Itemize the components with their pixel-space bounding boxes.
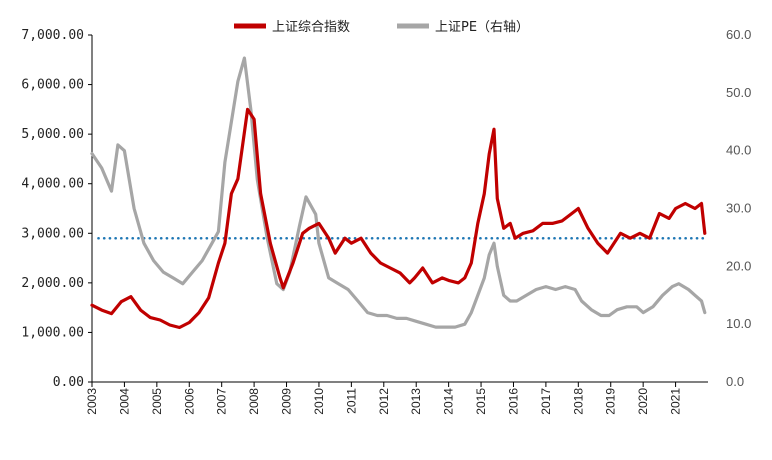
- x-tick-label: 2016: [506, 388, 520, 415]
- y-right-tick-label: 60.0: [726, 27, 751, 42]
- y-left-tick-label: 6,000.00: [21, 78, 84, 93]
- x-tick-label: 2007: [215, 388, 229, 415]
- x-tick-label: 2013: [409, 388, 423, 415]
- x-tick-label: 2014: [442, 388, 456, 415]
- x-tick-label: 2021: [669, 388, 683, 415]
- y-left-tick-label: 0.00: [53, 375, 84, 390]
- y-right-tick-label: 50.0: [726, 85, 751, 100]
- legend-entry-index-label: 上证综合指数: [272, 20, 350, 35]
- x-tick-label: 2008: [247, 388, 261, 415]
- series-line-index: [90, 107, 707, 330]
- x-tick-label: 2005: [150, 388, 164, 415]
- y-right-tick-label: 10.0: [726, 316, 751, 331]
- legend: 上证综合指数 上证PE（右轴）: [234, 20, 529, 35]
- x-tick-label: 2004: [117, 388, 131, 415]
- series-line-pe: [90, 56, 707, 329]
- x-tick-label: 2003: [85, 388, 99, 415]
- y-right-tick-label: 20.0: [726, 258, 751, 273]
- x-tick-label: 2006: [182, 388, 196, 415]
- y-right-tick-label: 40.0: [726, 143, 751, 158]
- axes: 0.00 1,000.00 2,000.00 3,000.00 4,000.00 5,00…: [21, 27, 751, 415]
- x-tick-label: 2011: [344, 388, 358, 414]
- x-tick-label: 2009: [280, 388, 294, 415]
- x-tick-label: 2015: [474, 388, 488, 415]
- x-tick-label: 2010: [312, 388, 326, 415]
- x-tick-label: 2018: [571, 388, 585, 415]
- y-left-tick-label: 3,000.00: [21, 226, 84, 241]
- y-left-tick-label: 7,000.00: [21, 28, 84, 43]
- y-left-tick-label: 1,000.00: [21, 325, 84, 340]
- y-left-tick-label: 5,000.00: [21, 127, 84, 142]
- legend-entry-pe-label: 上证PE（右轴）: [435, 20, 529, 35]
- y-left-tick-label: 4,000.00: [21, 177, 84, 192]
- y-right-tick-label: 0.0: [726, 374, 744, 389]
- series-layer: [90, 56, 707, 330]
- x-tick-label: 2019: [604, 388, 618, 415]
- y-right-tick-label: 30.0: [726, 201, 751, 216]
- x-tick-label: 2012: [377, 388, 391, 415]
- y-left-tick-label: 2,000.00: [21, 276, 84, 291]
- x-tick-label: 2020: [636, 388, 650, 415]
- x-tick-label: 2017: [539, 388, 553, 415]
